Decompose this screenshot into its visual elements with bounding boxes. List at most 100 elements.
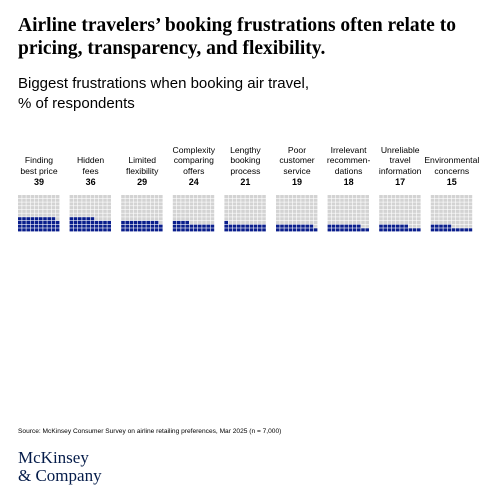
waffle-cell	[262, 195, 266, 199]
waffle-cell	[232, 195, 237, 199]
waffle-cell	[198, 213, 202, 217]
waffle-cell-filled	[133, 220, 138, 224]
waffle-cell	[292, 217, 297, 221]
waffle-cell	[309, 217, 314, 221]
waffle-cell-filled	[206, 228, 210, 232]
waffle-cell	[159, 220, 163, 224]
waffle-cell	[73, 209, 78, 213]
waffle-cell	[185, 206, 189, 210]
waffle-cell-filled	[224, 224, 228, 228]
waffle-cell	[383, 195, 387, 199]
waffle-cell-filled	[447, 224, 452, 228]
waffle-cell	[313, 213, 318, 217]
waffle-cell-filled	[99, 220, 103, 224]
waffle-cell	[86, 198, 90, 202]
waffle-cell	[202, 209, 206, 213]
waffle-cell	[327, 217, 332, 221]
waffle-cell-filled	[172, 224, 177, 228]
waffle-cell-filled	[181, 224, 185, 228]
waffle-cell	[435, 213, 439, 217]
waffle-cell-filled	[47, 224, 51, 228]
waffle-cell-filled	[336, 228, 340, 232]
waffle-cell-filled	[348, 224, 353, 228]
waffle-cell	[189, 206, 194, 210]
waffle-cell	[18, 195, 22, 199]
waffle-cell-filled	[138, 228, 142, 232]
waffle-cell-filled	[391, 228, 396, 232]
waffle-cell	[276, 195, 280, 199]
waffle-cell	[297, 209, 301, 213]
waffle-cell	[39, 209, 43, 213]
waffle-cell	[379, 206, 383, 210]
waffle-cell-filled	[189, 224, 194, 228]
waffle-cell	[365, 217, 369, 221]
waffle-cell	[400, 206, 404, 210]
waffle-cell	[460, 217, 464, 221]
waffle-cell-filled	[34, 220, 39, 224]
waffle-cell-filled	[258, 224, 262, 228]
waffle-cell	[133, 198, 138, 202]
waffle-cell-filled	[69, 228, 74, 232]
waffle-cell	[365, 195, 369, 199]
waffle-cell	[387, 220, 392, 224]
waffle-cell	[121, 213, 125, 217]
waffle-cell	[344, 220, 348, 224]
waffle-cell	[344, 206, 348, 210]
waffle-cell-filled	[379, 228, 383, 232]
waffle-cell	[276, 220, 280, 224]
waffle-cell	[348, 202, 353, 206]
waffle-cell	[125, 213, 129, 217]
waffle-cell	[47, 209, 51, 213]
waffle-cell	[443, 202, 447, 206]
waffle-cell	[408, 209, 413, 213]
waffle-cell-filled	[344, 224, 348, 228]
waffle-cell	[365, 213, 369, 217]
waffle-cell	[253, 198, 258, 202]
waffle-cell-filled	[249, 228, 254, 232]
waffle-cell-filled	[241, 224, 245, 228]
waffle-cell-filled	[340, 228, 344, 232]
waffle-cell-filled	[439, 228, 443, 232]
waffle-cell	[340, 213, 344, 217]
waffle-cell	[276, 217, 280, 221]
waffle-cell	[159, 195, 163, 199]
waffle-cell	[34, 206, 39, 210]
waffle-cell-filled	[150, 220, 155, 224]
waffle-cell-filled	[383, 224, 387, 228]
waffle-cell-filled	[232, 224, 237, 228]
waffle-cell	[237, 198, 241, 202]
waffle-cell	[464, 209, 468, 213]
waffle-cell-filled	[154, 224, 159, 228]
waffle-cell	[210, 220, 215, 224]
waffle-cell	[232, 217, 237, 221]
waffle-cell	[280, 209, 284, 213]
waffle-cell-filled	[121, 224, 125, 228]
waffle-cell	[430, 198, 435, 202]
waffle-cell	[138, 206, 142, 210]
waffle-cell-filled	[43, 228, 47, 232]
waffle-cell	[210, 217, 215, 221]
waffle-cell	[284, 198, 288, 202]
waffle-cell	[78, 209, 82, 213]
waffle-cell-filled	[400, 224, 404, 228]
waffle-cell	[435, 202, 439, 206]
waffle-cell	[133, 209, 138, 213]
waffle-cell	[297, 198, 301, 202]
waffle-cell	[456, 224, 460, 228]
waffle-cell	[245, 220, 249, 224]
waffle-cell	[435, 195, 439, 199]
waffle-cell	[447, 209, 452, 213]
waffle-cell	[150, 209, 155, 213]
waffle-cell-filled	[301, 224, 305, 228]
waffle-cell	[154, 198, 159, 202]
waffle-cell	[51, 202, 56, 206]
waffle	[224, 195, 266, 232]
waffle-cell-filled	[51, 220, 56, 224]
waffle-cell	[177, 202, 181, 206]
logo-line: & Company	[18, 466, 102, 485]
waffle-cell-filled	[352, 224, 357, 228]
waffle-cell	[258, 217, 262, 221]
waffle-cell	[206, 202, 210, 206]
waffle-cell	[146, 202, 150, 206]
